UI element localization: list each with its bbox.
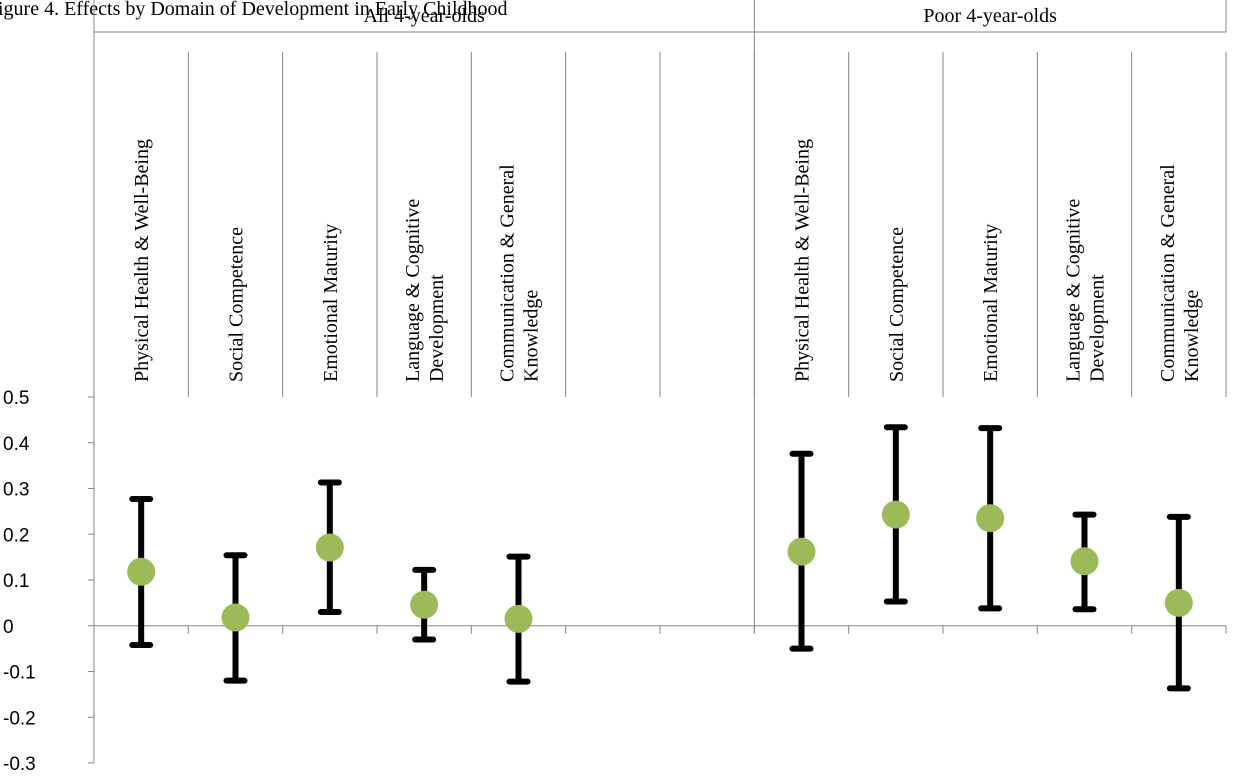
y-tick-label: 0.1 bbox=[3, 571, 29, 592]
effect-point bbox=[315, 533, 344, 562]
effect-point bbox=[976, 504, 1005, 533]
data-marks bbox=[127, 424, 1193, 692]
category-label: Social Competence bbox=[226, 227, 248, 382]
y-tick-label: 0.5 bbox=[3, 388, 29, 409]
category-label: Knowledge bbox=[1181, 290, 1203, 382]
effect-point bbox=[1164, 588, 1193, 617]
y-tick-label: -0.1 bbox=[3, 663, 36, 684]
category-label: Emotional Maturity bbox=[320, 224, 342, 382]
effect-point bbox=[410, 590, 439, 619]
effect-point bbox=[1070, 547, 1099, 576]
y-tick-label: 0.3 bbox=[3, 480, 29, 501]
category-label: Communication & General bbox=[497, 164, 519, 382]
group-headers: All 4-year-olds Poor 4-year-olds Physical … bbox=[131, 5, 1203, 382]
group-header-0: All 4-year-olds bbox=[364, 5, 485, 27]
y-tick-label: 0.2 bbox=[3, 525, 29, 546]
category-label: Emotional Maturity bbox=[980, 224, 1002, 382]
category-label: Communication & General bbox=[1157, 164, 1179, 382]
effect-point bbox=[504, 604, 533, 633]
category-label: Language & Cognitive bbox=[402, 199, 424, 382]
effect-point bbox=[787, 537, 816, 566]
figure-caption: igure 4. Effects by Domain of Developmen… bbox=[0, 0, 508, 20]
group-header-1: Poor 4-year-olds bbox=[923, 5, 1057, 27]
effect-point bbox=[127, 557, 156, 586]
chart-axes bbox=[88, 0, 1227, 764]
y-tick-label: -0.3 bbox=[3, 754, 36, 775]
effect-point bbox=[221, 603, 250, 632]
effect-point bbox=[881, 500, 910, 529]
category-label: Physical Health & Well-Being bbox=[792, 139, 814, 382]
category-label: Social Competence bbox=[886, 227, 908, 382]
y-tick-label: 0 bbox=[3, 617, 14, 638]
category-label: Physical Health & Well-Being bbox=[131, 139, 153, 382]
category-label: Language & Cognitive bbox=[1063, 199, 1085, 382]
category-label: Development bbox=[426, 274, 448, 382]
category-label: Knowledge bbox=[521, 290, 543, 382]
category-label: Development bbox=[1087, 274, 1109, 382]
y-tick-label: -0.2 bbox=[3, 708, 36, 729]
y-tick-labels: -0.3 -0.2 -0.1 0 0.1 0.2 0.3 0.4 0.5 bbox=[3, 388, 36, 775]
y-tick-label: 0.4 bbox=[3, 434, 30, 455]
